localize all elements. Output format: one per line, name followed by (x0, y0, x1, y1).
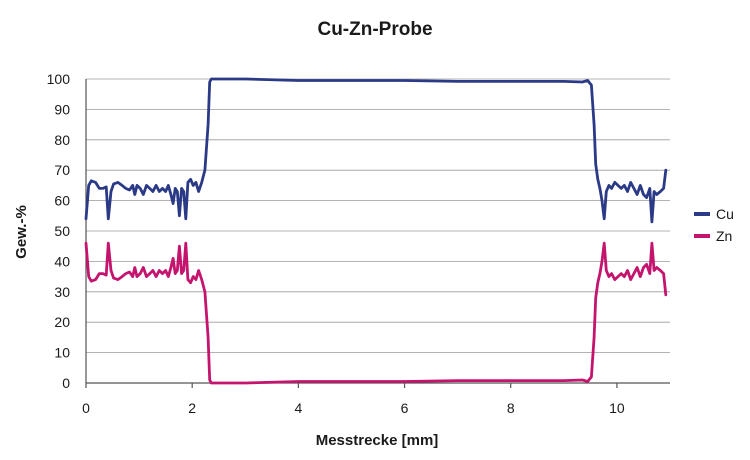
y-tick-label: 70 (54, 162, 70, 178)
y-tick-label: 20 (54, 314, 70, 330)
x-tick-label: 4 (294, 400, 302, 416)
y-tick-labels: 0 10 20 30 40 50 60 70 80 90 100 (47, 71, 71, 391)
axes (85, 79, 670, 388)
x-tick-label: 8 (507, 400, 515, 416)
gridlines (86, 78, 670, 354)
legend-label-zn: Zn (716, 228, 732, 244)
y-tick-label: 100 (47, 71, 71, 87)
y-tick-label: 0 (62, 375, 70, 391)
chart-title: Cu-Zn-Probe (317, 19, 432, 40)
x-tick-label: 2 (188, 400, 196, 416)
x-tick-label: 10 (609, 400, 625, 416)
series-line-zn (84, 241, 668, 385)
y-axis-title: Gew.-% (13, 205, 30, 259)
legend-label-cu: Cu (716, 206, 734, 222)
x-tick-labels: 0 2 4 6 8 10 (82, 400, 625, 416)
y-tick-label: 80 (54, 132, 70, 148)
y-tick-label: 50 (54, 223, 70, 239)
y-tick-label: 40 (54, 253, 70, 269)
legend: Cu Zn (694, 206, 734, 244)
x-axis-title: Messtrecke [mm] (316, 432, 439, 449)
series-lines (84, 77, 668, 385)
series-line-cu (84, 77, 668, 224)
y-tick-label: 30 (54, 284, 70, 300)
y-tick-label: 10 (54, 345, 70, 361)
x-tick-label: 6 (401, 400, 409, 416)
y-tick-label: 60 (54, 193, 70, 209)
y-tick-label: 90 (54, 101, 70, 117)
x-tick-label: 0 (82, 400, 90, 416)
